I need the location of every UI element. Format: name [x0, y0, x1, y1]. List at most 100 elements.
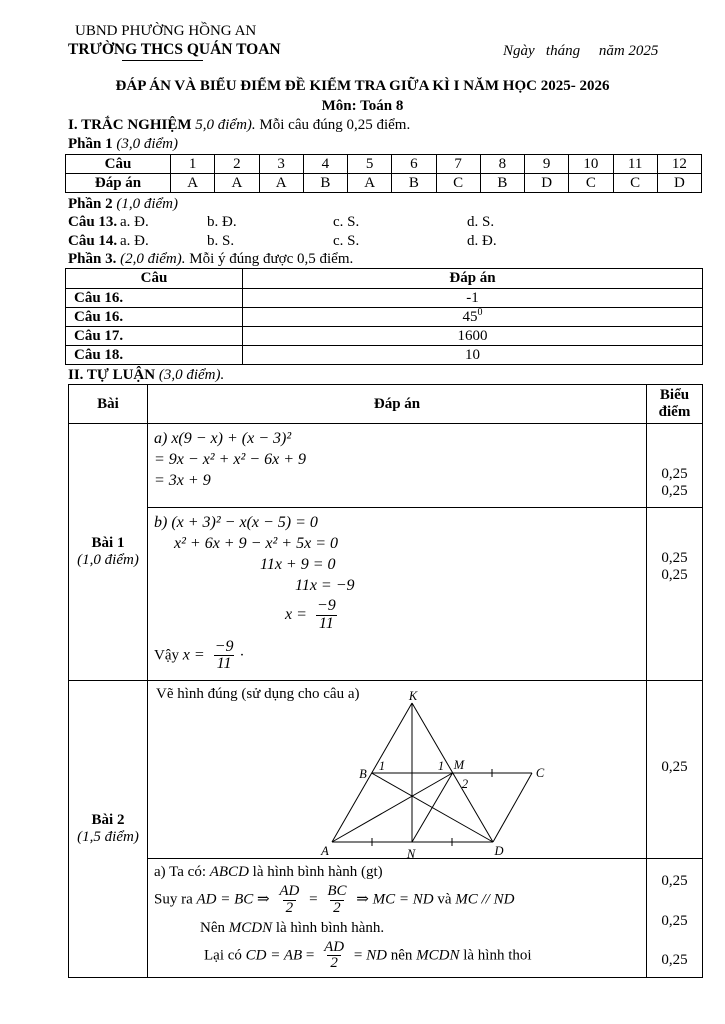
part3-question-label: Câu 16.	[65, 307, 243, 327]
fraction-numerator: BC	[327, 883, 347, 899]
fraction-numerator: −9	[316, 597, 336, 614]
table-row: a) Ta có: ABCD là hình bình hành (gt) Su…	[69, 858, 703, 978]
bai1b-line6-x: x =	[182, 646, 209, 664]
date-line: Ngày tháng năm 2025	[503, 43, 659, 59]
part2-label-bold: Phần 2	[68, 196, 117, 212]
section2-heading-bold: II. TỰ LUẬN	[68, 367, 159, 383]
bai1-points: (1,0 điểm)	[77, 552, 139, 568]
bai2a-line3: Nên MCDN là hình bình hành.	[200, 920, 642, 937]
bai2-points: (1,5 điểm)	[77, 829, 139, 845]
cau13-a: a. Đ.	[120, 214, 149, 230]
part1-question-number: 11	[612, 154, 658, 174]
part1-answer-letter: A	[258, 173, 304, 193]
fraction-numerator: AD	[279, 883, 300, 899]
bai2-cell: Bài 2 (1,5 điểm)	[68, 680, 148, 978]
bai1b-line1: b) (x + 3)² − x(x − 5) = 0	[154, 514, 318, 531]
bai1a-line2: = 9x − x² + x² − 6x + 9	[154, 451, 306, 468]
bai2-figure-score-cell: 0,25	[646, 680, 703, 859]
org-underline-rule	[122, 60, 203, 61]
part2-label: Phần 2 (1,0 điểm)	[68, 196, 178, 213]
bai1b-answer-cell: b) (x + 3)² − x(x − 5) = 0 x² + 6x + 9 −…	[147, 507, 647, 681]
part2-label-italic: (1,0 điểm)	[116, 196, 179, 212]
part1-answer-letter: A	[214, 173, 260, 193]
segment-MN	[411, 772, 453, 843]
point-label-C: C	[536, 766, 545, 780]
part1-answer-letter: B	[302, 173, 349, 193]
section1-heading-italic: 5,0 điểm).	[195, 117, 260, 133]
part1-answer-letter: A	[346, 173, 393, 193]
part3-answer-value: 1600	[242, 326, 703, 346]
bai2-name: Bài 2	[91, 812, 125, 828]
text-run: AD = BC	[196, 891, 254, 908]
bai1a-score-cell: 0,25 0,25	[646, 423, 703, 508]
part1-question-number: 2	[214, 154, 260, 174]
cau13-line: Câu 13. a. Đ. b. Đ. c. S. d. S.	[68, 214, 698, 231]
essay-table: Bài Đáp án Biểu điểm Bài 1 (1,0 điểm) a)…	[68, 384, 703, 978]
section1-heading-rest: Mỗi câu đúng 0,25 điểm.	[259, 117, 411, 133]
org-name-line1: UBND PHƯỜNG HỒNG AN	[75, 23, 257, 39]
table-row: b) (x + 3)² − x(x − 5) = 0 x² + 6x + 9 −…	[69, 507, 703, 681]
table-row: Câu Đáp án	[65, 268, 703, 289]
part1-answer-letter: D	[656, 173, 703, 193]
cau13-d: d. S.	[467, 214, 495, 230]
part1-col-header: Câu	[65, 154, 171, 174]
part1-label-italic: (3,0 điểm)	[116, 136, 179, 152]
text-run: MCDN	[416, 947, 460, 964]
bai2a-score-cell: 0,25 0,25 0,25	[646, 858, 703, 978]
angle-label-B1: 1	[379, 759, 385, 773]
text-run: ⇒	[253, 891, 274, 908]
text-run: ABCD	[209, 864, 249, 880]
text-run: ND	[366, 947, 387, 964]
cau13-b: b. Đ.	[207, 214, 237, 230]
text-run: ⇒	[352, 891, 373, 908]
point-label-D: D	[493, 844, 503, 858]
table-row: Bài 2 (1,5 điểm) Vẽ hình đúng (sử dụng c…	[68, 680, 703, 978]
part3-label-italic: (2,0 điểm).	[120, 251, 190, 267]
text-run: CD = AB	[245, 947, 303, 964]
part1-answer-letter: C	[435, 173, 481, 193]
cau14-line: Câu 14. a. Đ. b. S. c. S. d. Đ.	[68, 233, 698, 250]
part3-answer-table: Câu Đáp án Câu 16. -1 Câu 16. 450 Câu 17. 160…	[65, 268, 703, 365]
fraction: AD 2	[321, 939, 347, 973]
part1-question-number: 4	[302, 154, 349, 174]
fraction-denominator: 2	[330, 899, 344, 917]
angle-label-M1: 1	[438, 759, 444, 773]
part1-row-header: Đáp án	[65, 173, 171, 193]
section1-heading: I. TRẮC NGHIỆM 5,0 điểm). Mỗi câu đúng 0…	[68, 117, 410, 134]
geometry-figure: K B M C A N D 1 1 2	[320, 690, 545, 861]
score-value: 0,25	[661, 758, 688, 775]
part1-question-number: 10	[568, 154, 614, 174]
bai2-figure-cell: Vẽ hình đúng (sử dụng cho câu a)	[147, 680, 647, 859]
part3-answer-value: 10	[242, 345, 703, 365]
section1-heading-bold: I. TRẮC NGHIỆM	[68, 117, 196, 133]
score-value: 0,25	[661, 550, 688, 566]
bai2a-line1: a) Ta có: ABCD là hình bình hành (gt)	[154, 864, 642, 881]
cau14-a: a. Đ.	[120, 233, 149, 249]
fraction: BC 2	[324, 883, 349, 917]
text-run: a) Ta có:	[154, 864, 210, 880]
table-header-row: Bài Đáp án Biểu điểm	[68, 384, 703, 424]
segment-AM	[331, 772, 453, 843]
text-run: =	[350, 947, 367, 964]
bai1b-line5-pre: x =	[285, 605, 311, 623]
fraction: −9 11	[212, 638, 237, 674]
fraction-denominator: 11	[315, 614, 337, 633]
text-run: MC // ND	[455, 891, 515, 908]
part1-question-number: 12	[656, 154, 703, 174]
part1-question-number: 3	[258, 154, 304, 174]
cau14-d: d. Đ.	[467, 233, 497, 249]
bai1b-score-cell: 0,25 0,25	[646, 507, 703, 681]
point-label-B: B	[359, 767, 367, 781]
text-run: Suy ra	[154, 891, 197, 908]
text-run: MC = ND	[372, 891, 434, 908]
bai1b-line5: x = −9 11	[285, 597, 642, 633]
org-name-line2: TRƯỜNG THCS QUÁN TOAN	[68, 41, 281, 58]
table-row: Câu 17. 1600	[65, 326, 703, 346]
bai1b-line6-post: ·	[239, 647, 245, 664]
fraction-denominator: 11	[213, 655, 235, 673]
part1-answer-letter: D	[523, 173, 570, 193]
table-row: Bài 1 (1,0 điểm) a) x(9 − x) + (x − 3)² …	[68, 423, 703, 681]
segment-CD	[492, 772, 533, 843]
part1-question-number: 5	[346, 154, 393, 174]
bai1b-line4: 11x = −9	[295, 577, 355, 594]
